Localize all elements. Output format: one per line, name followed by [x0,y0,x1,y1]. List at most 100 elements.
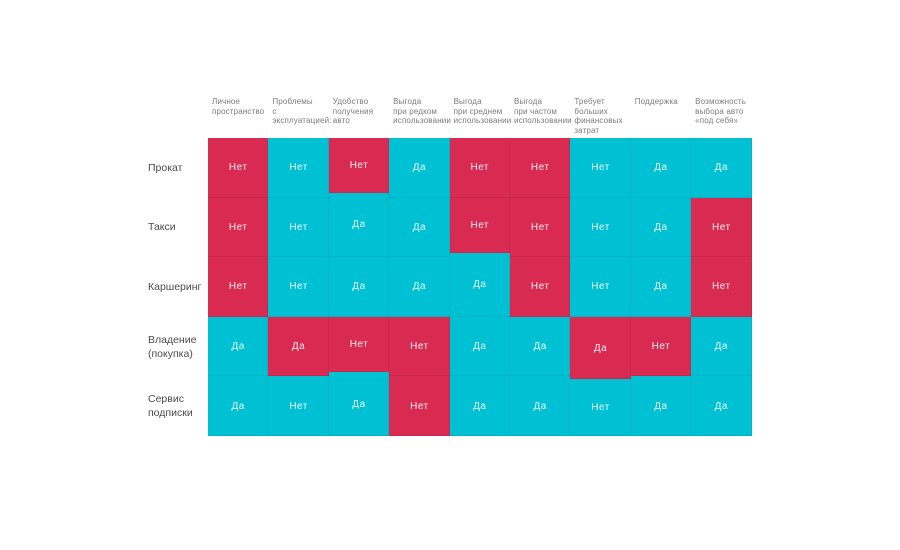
column-header: Проблемы с эксплуатацией: [272,97,332,125]
matrix-cell: Да [691,316,752,377]
matrix-cell: Да [509,376,571,436]
matrix-cell-value: Да [412,221,427,233]
matrix-cell: Да [509,316,571,377]
matrix-cell-fill: Да [328,192,390,258]
matrix-cell: Да [630,257,692,317]
matrix-cell-value: Нет [591,281,610,293]
matrix-cell-fill: Нет [449,138,510,198]
matrix-cell-fill: Да [449,316,510,377]
matrix-cell-fill: Нет [268,376,329,436]
matrix-grid: Личное пространство Проблемы с эксплуатац… [148,96,752,436]
matrix-cell: Да [328,372,390,436]
matrix-cell-value: Да [654,400,668,412]
matrix-cell-fill: Да [630,138,692,198]
matrix-cell: Да [630,376,692,436]
matrix-cell: Нет [630,316,692,377]
column-header: Возможность выбора авто «под себя» [695,97,747,125]
matrix-cell: Да [449,376,510,436]
matrix-cell-fill: Да [509,376,571,436]
column-header: Удобство получения авто [332,97,374,125]
matrix-cell: Нет [691,257,752,317]
matrix-cell: Да [208,376,269,436]
matrix-cell-value: Нет [349,339,369,351]
matrix-cell: Да [630,138,692,198]
matrix-cell-fill: Нет [570,257,631,317]
matrix-cell-value: Да [231,341,245,353]
matrix-cell: Да [389,138,450,198]
matrix-cell-value: Да [533,341,547,353]
matrix-cell-fill: Нет [691,197,752,258]
matrix-cell: Нет [208,257,269,317]
matrix-cell: Нет [509,138,571,198]
matrix-cell-fill: Да [389,257,450,317]
matrix-cell-fill: Да [691,138,752,198]
matrix-cell: Нет [509,197,571,258]
matrix-cell: Нет [389,316,450,377]
matrix-cell: Да [328,192,390,258]
matrix-cell: Нет [268,376,329,436]
matrix-cell-fill: Нет [630,316,692,377]
matrix-cell-value: Да [352,219,366,231]
matrix-cell-value: Нет [530,162,550,174]
matrix-cell-value: Да [412,162,427,174]
matrix-cell: Да [570,316,631,380]
matrix-cell-value: Нет [470,162,490,174]
column-header: Выгода при редком использовании [393,97,452,125]
matrix-cell: Да [328,257,390,317]
matrix-cell: Нет [328,316,390,377]
column-header: Личное пространство [212,97,265,116]
matrix-cell: Да [691,138,752,198]
matrix-cell: Нет [328,138,390,198]
matrix-cell-value: Нет [289,221,308,233]
matrix-cell-fill: Да [509,316,571,377]
matrix-cell-fill: Да [389,197,450,258]
column-header: Выгода при частом использовании [513,97,572,125]
matrix-cell-value: Да [533,400,547,412]
matrix-cell-value: Да [352,281,366,293]
matrix-cell-value: Нет [712,281,731,293]
matrix-cell-value: Нет [591,162,610,174]
matrix-cell-value: Нет [289,400,308,412]
matrix-cell: Да [630,197,692,258]
matrix-cell-fill: Да [691,376,752,436]
matrix-cell-fill: Нет [449,197,510,254]
matrix-cell-value: Нет [289,162,308,174]
matrix-cell-fill: Нет [509,257,571,317]
matrix-cell: Да [691,376,752,436]
matrix-cell-value: Нет [530,281,550,293]
column-header: Требует больших финансовых затрат [574,97,623,135]
matrix-cell-fill: Да [630,376,692,436]
matrix-cell-fill: Нет [208,138,269,198]
matrix-cell: Да [449,316,510,377]
matrix-cell-value: Да [714,400,728,412]
matrix-cell: Нет [208,197,269,258]
matrix-cell-fill: Да [268,316,329,377]
column-header: Выгода при среднем использовании [453,97,512,125]
matrix-cell: Нет [268,257,329,317]
matrix-cell-value: Нет [349,159,369,171]
matrix-cell-value: Нет [591,402,610,414]
comparison-matrix: Личное пространство Проблемы с эксплуатац… [148,96,752,436]
matrix-cell: Нет [570,138,631,198]
matrix-cell-value: Да [654,162,668,174]
matrix-cell-fill: Нет [509,197,571,258]
row-label: Владение (покупка) [148,333,197,360]
matrix-cell: Нет [570,197,631,258]
matrix-corner-spacer [148,96,208,138]
matrix-cell-value: Нет [712,221,731,233]
matrix-cell-value: Нет [289,281,308,293]
row-label: Сервис подписки [148,393,193,420]
matrix-cell-fill: Нет [328,138,390,193]
matrix-cell-value: Нет [410,400,429,412]
matrix-cell: Да [449,253,510,317]
matrix-cell: Нет [570,376,631,436]
matrix-cell-fill: Нет [268,197,329,258]
matrix-cell-value: Да [654,281,668,293]
matrix-cell-fill: Да [328,372,390,436]
row-label: Такси [148,221,176,234]
matrix-cell-fill: Нет [570,379,631,436]
matrix-cell-fill: Нет [208,257,269,317]
row-label: Каршеринг [148,280,202,293]
matrix-cell-value: Нет [410,341,429,353]
matrix-cell-value: Да [473,400,487,412]
